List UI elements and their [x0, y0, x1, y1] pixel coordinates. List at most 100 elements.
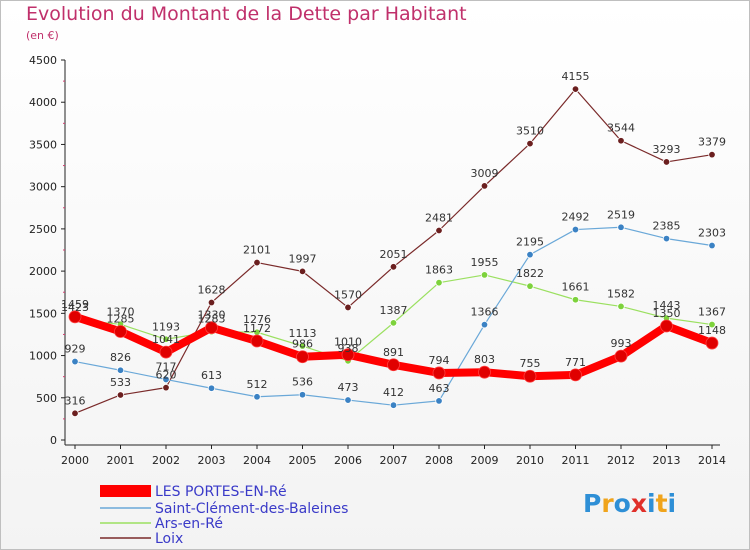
data-label: 891 [383, 346, 404, 359]
data-point [116, 366, 125, 374]
data-label: 794 [429, 354, 450, 367]
data-label: 986 [292, 338, 313, 351]
y-tick-label: 500 [36, 392, 57, 405]
x-tick-label: 2001 [107, 454, 135, 467]
data-label: 1367 [698, 306, 726, 319]
data-point [571, 296, 580, 304]
logo-letter: P [583, 489, 602, 518]
data-label: 512 [247, 378, 268, 391]
data-label: 4155 [562, 70, 590, 83]
data-point [250, 334, 264, 348]
legend-label: Loix [155, 531, 183, 547]
chart-title: Evolution du Montant de la Dette par Hab… [26, 3, 467, 25]
data-label: 771 [565, 356, 586, 369]
data-point [480, 271, 489, 279]
data-label: 2303 [698, 227, 726, 240]
data-point [68, 310, 82, 324]
data-label: 1822 [516, 267, 544, 280]
data-point [526, 282, 534, 290]
data-point [708, 320, 716, 329]
chart-subtitle: (en €) [26, 29, 59, 42]
data-label: 2195 [516, 236, 544, 249]
data-label: 536 [292, 376, 313, 389]
y-tick-label: 4000 [29, 96, 57, 109]
data-point [387, 358, 400, 372]
x-tick-label: 2014 [698, 454, 726, 467]
data-point [662, 234, 671, 243]
data-point [705, 336, 719, 350]
data-label: 717 [156, 360, 177, 373]
data-point [435, 278, 443, 287]
y-tick-label: 2000 [29, 265, 57, 278]
data-label: 1010 [334, 336, 362, 349]
data-label: 3379 [698, 136, 726, 149]
y-tick-label: 4500 [29, 54, 57, 67]
logo-letter: i [667, 489, 677, 518]
data-point [660, 319, 673, 333]
x-tick-label: 2004 [243, 454, 271, 467]
x-tick-label: 2011 [562, 454, 590, 467]
y-tick-label: 3000 [29, 181, 57, 194]
data-label: 1276 [243, 313, 271, 326]
data-label: 1582 [607, 287, 635, 300]
y-tick-label: 3500 [29, 138, 57, 151]
data-label: 1863 [425, 264, 453, 277]
data-label: 3293 [653, 143, 681, 156]
data-point [71, 409, 79, 418]
data-label: 2492 [562, 211, 590, 224]
data-label: 1366 [471, 306, 499, 319]
y-tick-label: 0 [50, 434, 57, 447]
data-point [296, 350, 309, 364]
logo-letter: t [655, 489, 668, 518]
data-point [617, 223, 625, 231]
x-tick-label: 2002 [152, 454, 180, 467]
data-label: 755 [520, 357, 541, 370]
legend-label: Saint-Clément-des-Baleines [155, 501, 348, 517]
data-label: 533 [110, 376, 131, 389]
data-point [162, 383, 170, 392]
data-point [432, 366, 446, 380]
data-label: 1387 [380, 304, 408, 317]
data-point [708, 241, 716, 250]
data-label: 1113 [289, 327, 317, 340]
data-point [298, 391, 307, 399]
data-point [344, 303, 352, 312]
x-tick-label: 2006 [334, 454, 362, 467]
data-point [389, 401, 398, 409]
x-tick-label: 2012 [607, 454, 635, 467]
data-point [298, 342, 307, 350]
x-tick-label: 2009 [471, 454, 499, 467]
data-point [114, 325, 127, 338]
data-label: 1443 [653, 299, 681, 312]
data-point [662, 158, 671, 166]
data-point [253, 393, 261, 401]
data-label: 2385 [653, 220, 681, 233]
logo-letter: r [601, 489, 614, 518]
data-point [435, 226, 443, 235]
logo-letter: i [647, 489, 656, 518]
data-label: 826 [110, 351, 131, 364]
data-point [708, 150, 716, 159]
data-point [71, 357, 79, 366]
data-label: 412 [383, 386, 404, 399]
data-label: 613 [201, 369, 222, 382]
data-label: 316 [65, 394, 86, 407]
data-label: 3544 [607, 122, 635, 135]
data-point [480, 320, 489, 329]
y-tick-label: 1500 [29, 307, 57, 320]
x-tick-label: 2008 [425, 454, 453, 467]
data-label: 3009 [471, 167, 499, 180]
data-point [480, 182, 489, 190]
data-label: 938 [338, 342, 359, 355]
data-label: 1370 [107, 305, 135, 318]
logo-letter: x [630, 489, 647, 518]
data-point [205, 321, 218, 335]
data-label: 1041 [152, 333, 180, 346]
legend-label: LES PORTES-EN-Ré [155, 484, 287, 500]
data-label: 1661 [562, 281, 590, 294]
x-tick-label: 2013 [653, 454, 681, 467]
logo-letter: o [613, 489, 631, 518]
data-label: 1283 [198, 313, 226, 326]
data-label: 3510 [516, 125, 544, 138]
